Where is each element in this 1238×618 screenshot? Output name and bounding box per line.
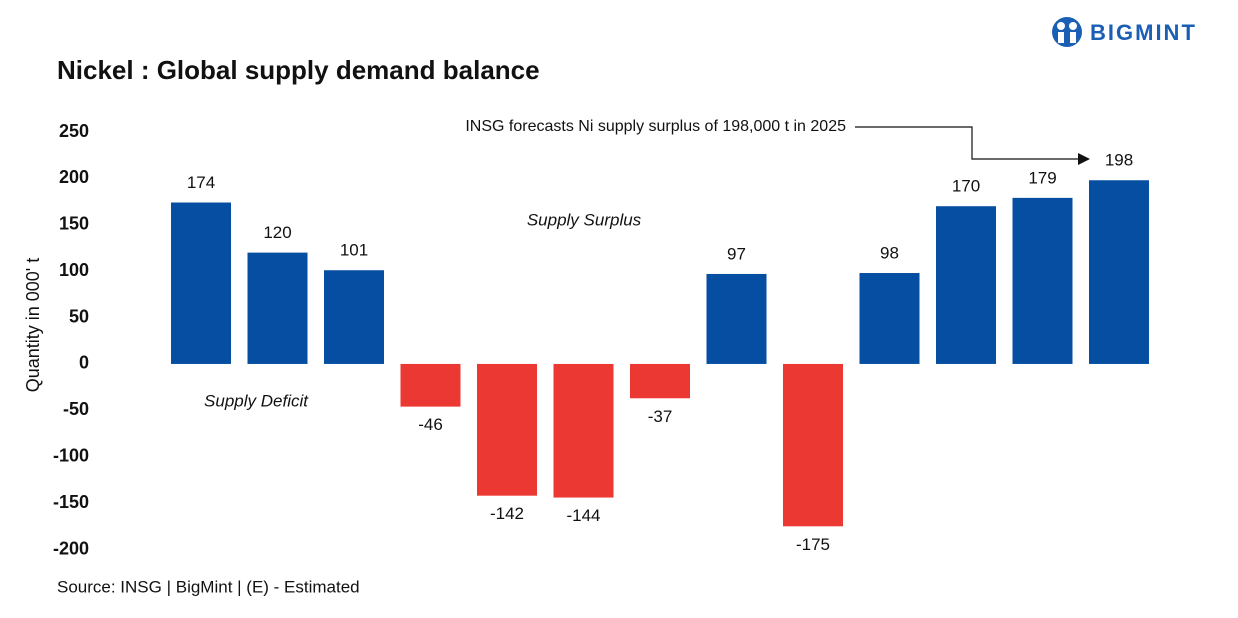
logo-icon bbox=[1052, 17, 1082, 47]
y-tick-label: 0 bbox=[79, 353, 89, 373]
y-tick-label: 150 bbox=[59, 214, 89, 234]
bar bbox=[783, 363, 843, 527]
bar bbox=[171, 202, 231, 364]
y-tick-label: -150 bbox=[53, 492, 89, 512]
bar bbox=[553, 363, 614, 498]
y-tick-label: 100 bbox=[59, 260, 89, 280]
y-tick-label: 50 bbox=[69, 306, 89, 326]
value-label: 97 bbox=[727, 244, 746, 263]
bar bbox=[247, 252, 308, 364]
y-tick-label: 200 bbox=[59, 167, 89, 187]
y-tick-label: -200 bbox=[53, 538, 89, 558]
value-label: 198 bbox=[1105, 151, 1133, 170]
bar bbox=[859, 273, 920, 364]
bar bbox=[400, 363, 461, 407]
value-label: -142 bbox=[490, 504, 524, 523]
bar bbox=[477, 363, 537, 496]
y-tick-label: -100 bbox=[53, 445, 89, 465]
value-label: 170 bbox=[952, 177, 980, 196]
value-label: -144 bbox=[566, 506, 600, 525]
value-label: -37 bbox=[648, 407, 673, 426]
value-label: 174 bbox=[187, 173, 215, 192]
arrow-head bbox=[1078, 153, 1090, 165]
value-label: 101 bbox=[340, 241, 368, 260]
logo: BIGMINT bbox=[1052, 17, 1197, 47]
logo-icon-body bbox=[1058, 32, 1064, 43]
logo-text: BIGMINT bbox=[1090, 20, 1197, 45]
bar bbox=[706, 273, 767, 364]
bar bbox=[630, 363, 690, 399]
annotation: INSG forecasts Ni supply surplus of 198,… bbox=[465, 118, 846, 135]
value-label: 98 bbox=[880, 244, 899, 263]
value-label: -46 bbox=[418, 415, 443, 434]
bar bbox=[1089, 180, 1149, 364]
value-label: 120 bbox=[263, 223, 291, 242]
annotation-arrow bbox=[855, 126, 1080, 160]
bar bbox=[324, 270, 384, 364]
source-note: Source: INSG | BigMint | (E) - Estimated bbox=[57, 577, 360, 596]
logo-icon-dot bbox=[1057, 22, 1065, 30]
y-tick-label: -50 bbox=[63, 399, 89, 419]
bar bbox=[936, 206, 996, 364]
chart-title: Nickel : Global supply demand balance bbox=[57, 55, 540, 85]
logo-icon-dot bbox=[1069, 22, 1077, 30]
bar bbox=[1012, 197, 1073, 364]
annotation: Supply Surplus bbox=[527, 210, 642, 229]
y-axis-label: Quantity in 000' t bbox=[23, 258, 43, 393]
annotation: Supply Deficit bbox=[204, 391, 309, 410]
y-tick-label: 250 bbox=[59, 121, 89, 141]
value-label: -175 bbox=[796, 535, 830, 554]
logo-icon-body bbox=[1070, 32, 1076, 43]
value-label: 179 bbox=[1028, 168, 1056, 187]
